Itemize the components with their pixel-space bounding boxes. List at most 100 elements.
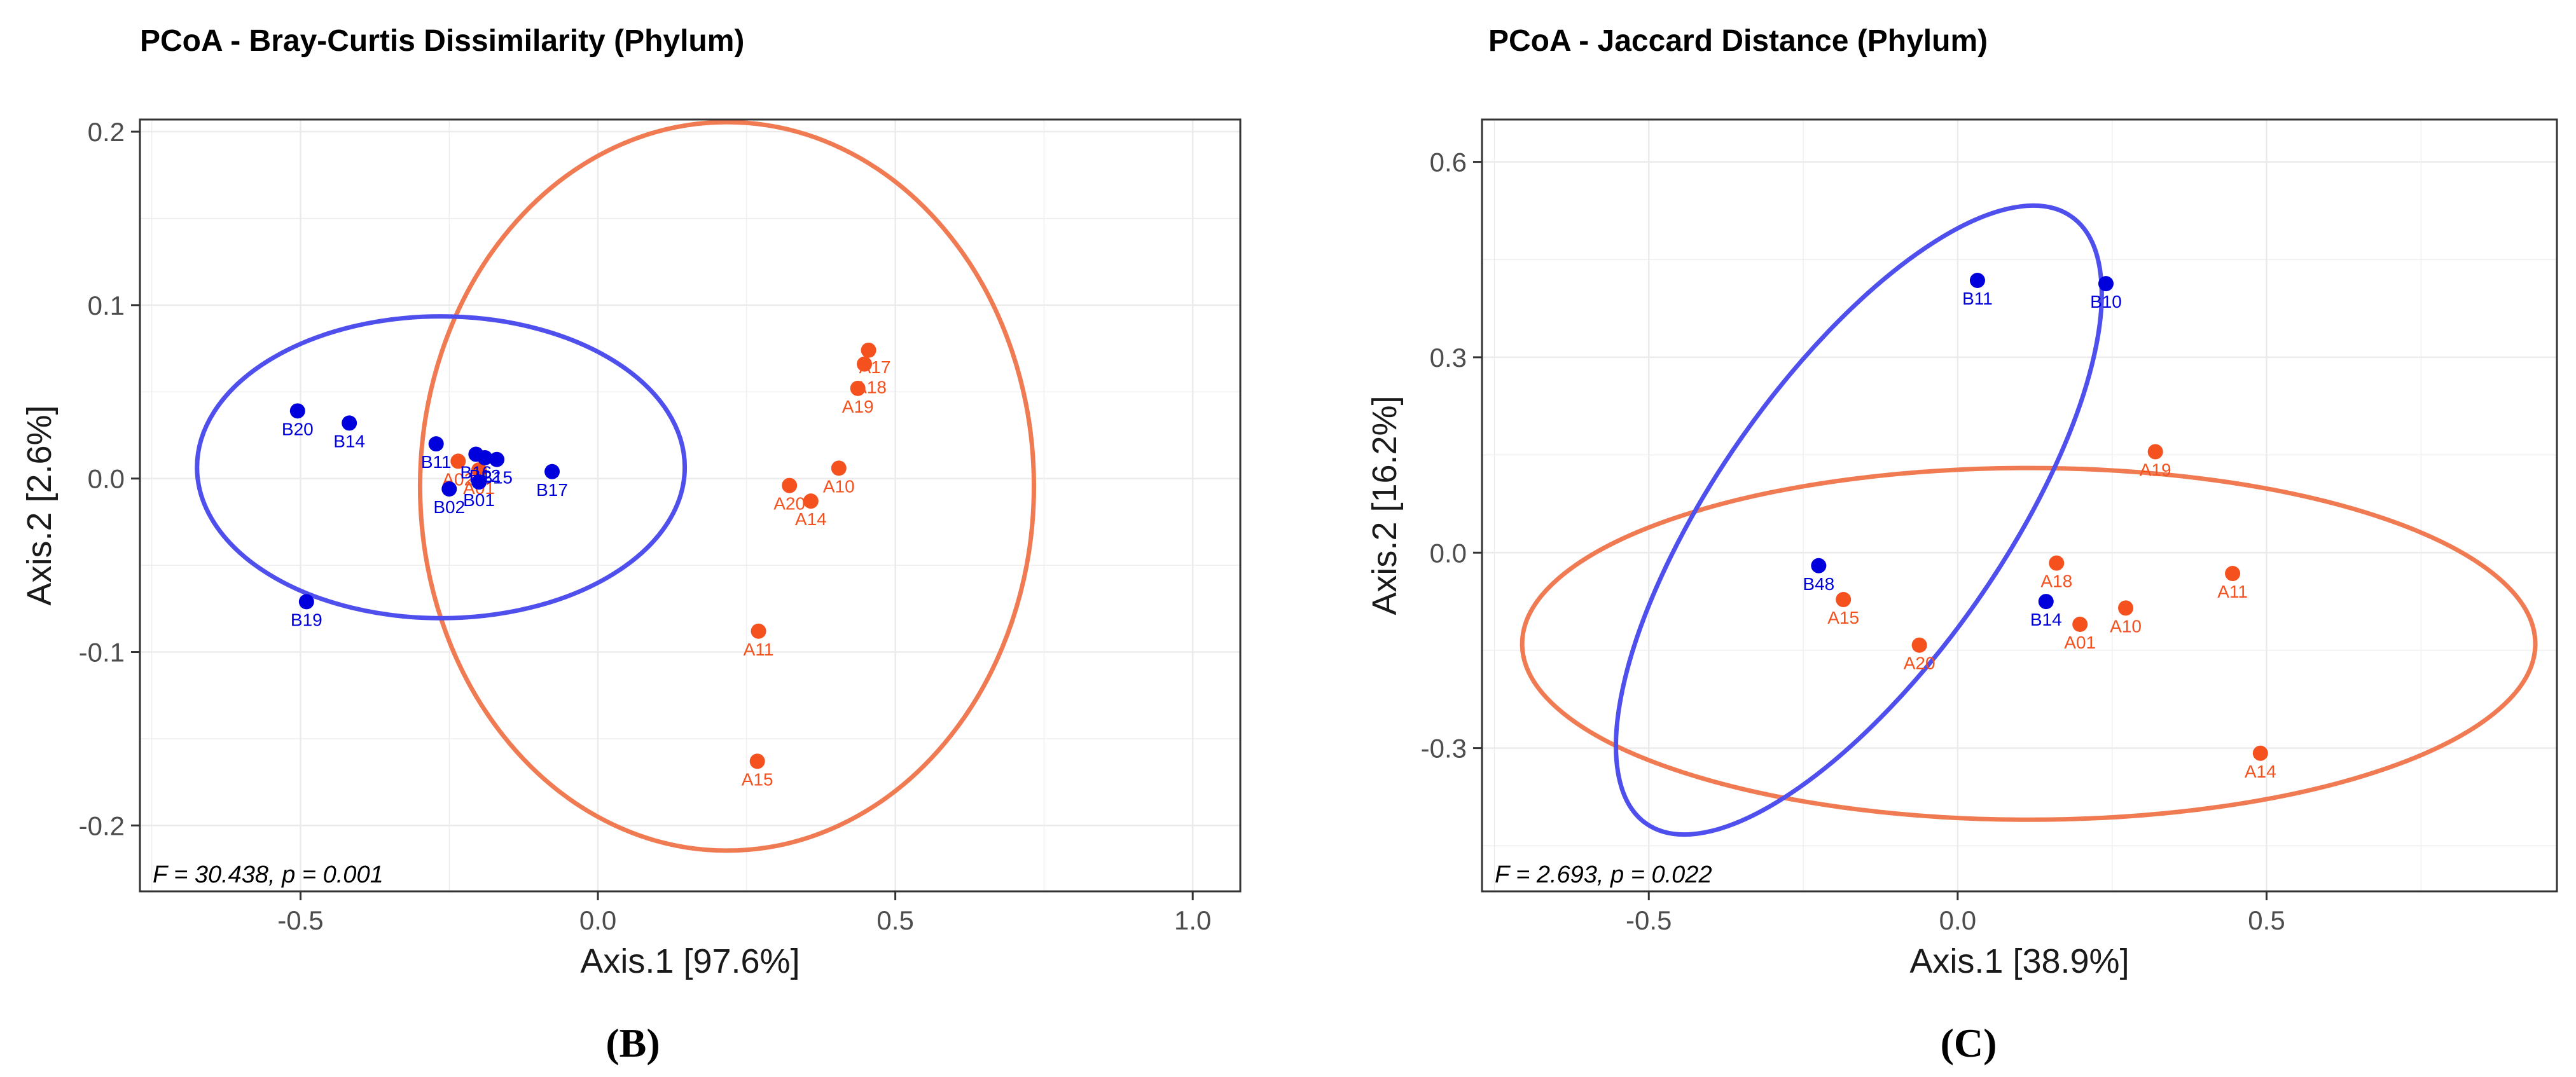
data-point-a02 <box>450 453 466 469</box>
point-label-b14: B14 <box>2030 610 2062 629</box>
data-point-a19 <box>850 380 866 396</box>
data-point-a11 <box>751 623 766 639</box>
y-axis-label: Axis.2 [2.6%] <box>20 405 59 605</box>
point-label-b02: B02 <box>433 497 465 517</box>
x-tick-label: 1.0 <box>1174 905 1211 935</box>
data-point-b11 <box>428 436 444 452</box>
point-label-b19: B19 <box>291 610 322 629</box>
data-point-a20 <box>782 477 798 493</box>
series-a: A19 A18 A11 A15 A10 A01 A20 A14 <box>1827 444 2276 781</box>
series-a: A17A18A19A10A20A14A11A15A02A01 <box>442 342 890 789</box>
panel-label: (B) <box>606 1020 660 1066</box>
data-point-b17 <box>544 463 560 479</box>
data-point-b19 <box>298 594 314 610</box>
plot-border <box>139 118 1242 893</box>
data-point-a20 <box>1911 637 1927 653</box>
data-point-b20 <box>289 403 305 419</box>
data-point-b48 <box>1811 558 1827 573</box>
point-label-a14: A14 <box>2245 762 2276 781</box>
point-label-b10: B10 <box>2090 292 2122 312</box>
data-point-a19 <box>2147 444 2163 460</box>
y-tick-label: -0.2 <box>79 811 125 840</box>
y-tick-label: 0.0 <box>88 464 125 494</box>
data-point-a11 <box>2225 566 2241 582</box>
point-label-b14: B14 <box>333 431 365 451</box>
y-tick-label: 0.2 <box>88 117 125 147</box>
data-point-a14 <box>2252 745 2268 761</box>
data-point-a01 <box>2072 616 2088 632</box>
confidence-ellipse-a <box>417 120 1037 853</box>
point-label-b17: B17 <box>536 480 568 500</box>
data-point-a10 <box>2118 600 2134 616</box>
y-axis-label: Axis.2 [16.2%] <box>1366 395 1404 615</box>
stats-annotation: F = 2.693, p = 0.022 <box>1495 861 1712 888</box>
point-label-b20: B20 <box>282 419 314 439</box>
chart-panel-c: PCoA - Jaccard Distance (Phylum)A19A18A1… <box>1366 24 2558 1066</box>
x-tick-label: -0.5 <box>277 905 323 935</box>
confidence-ellipse-b <box>1614 203 2104 837</box>
data-point-a18 <box>856 356 872 372</box>
data-point-b14 <box>342 415 357 431</box>
data-point-b12 <box>477 449 493 465</box>
data-point-a15 <box>749 753 765 769</box>
point-label-a11: A11 <box>744 640 774 659</box>
chart-panel-b: PCoA - Bray-Curtis Dissimilarity (Phylum… <box>20 24 1242 1066</box>
data-point-b01 <box>471 474 487 490</box>
x-axis-label: Axis.1 [97.6%] <box>580 942 800 980</box>
point-label-a19: A19 <box>842 397 874 416</box>
x-tick-label: 0.0 <box>579 905 616 935</box>
confidence-ellipse-b <box>195 314 688 621</box>
data-point-b14 <box>2038 594 2054 610</box>
plot-area <box>140 120 1240 891</box>
chart-title: PCoA - Jaccard Distance (Phylum) <box>1488 24 1988 58</box>
point-label-a10: A10 <box>823 476 855 496</box>
point-label-b11: B11 <box>1962 289 1993 308</box>
point-label-b11: B11 <box>421 452 452 472</box>
data-point-b15 <box>489 451 505 467</box>
point-label-a18: A18 <box>2040 572 2072 591</box>
series-b: B11 B10 B48 B14 <box>1803 273 2122 629</box>
x-tick-label: -0.5 <box>1626 905 1672 935</box>
point-label-b01: B01 <box>463 490 495 510</box>
point-label-a20: A20 <box>773 494 805 514</box>
data-point-b10 <box>2098 276 2114 292</box>
point-label-a01: A01 <box>2064 633 2096 652</box>
plot-border <box>1481 118 2558 893</box>
point-label-a11: A11 <box>2217 582 2248 601</box>
chart-title: PCoA - Bray-Curtis Dissimilarity (Phylum… <box>140 24 744 58</box>
confidence-ellipse-a <box>1520 465 2538 822</box>
point-label-a20: A20 <box>1904 654 1935 673</box>
point-label-a10: A10 <box>2110 616 2142 636</box>
data-point-b02 <box>441 481 457 497</box>
data-point-a17 <box>861 342 876 358</box>
plot-area <box>1482 120 2557 891</box>
panel-label: (C) <box>1941 1020 1997 1066</box>
y-tick-label: -0.1 <box>79 638 125 668</box>
data-point-b11 <box>1969 273 1985 289</box>
y-tick-label: 0.0 <box>1430 538 1467 568</box>
x-tick-label: 0.5 <box>876 905 913 935</box>
point-label-a15: A15 <box>1827 608 1859 628</box>
data-point-a15 <box>1836 592 1852 608</box>
y-tick-label: 0.1 <box>88 291 125 320</box>
y-tick-label: 0.3 <box>1430 343 1467 373</box>
point-label-a15: A15 <box>742 769 773 789</box>
x-tick-label: 0.5 <box>2248 905 2285 935</box>
point-label-a14: A14 <box>795 509 827 529</box>
gridlines <box>140 120 1240 891</box>
data-point-a14 <box>803 493 819 509</box>
stats-annotation: F = 30.438, p = 0.001 <box>153 861 384 888</box>
point-label-b48: B48 <box>1803 574 1834 594</box>
gridlines <box>1482 120 2557 891</box>
point-label-a19: A19 <box>2140 460 2171 479</box>
x-tick-label: 0.0 <box>1939 905 1976 935</box>
data-point-a01 <box>471 462 487 478</box>
x-axis-label: Axis.1 [38.9%] <box>1909 942 2129 980</box>
data-point-a10 <box>831 460 847 476</box>
y-tick-label: 0.6 <box>1430 147 1467 177</box>
data-point-a18 <box>2049 555 2065 571</box>
y-tick-label: -0.3 <box>1421 734 1467 764</box>
